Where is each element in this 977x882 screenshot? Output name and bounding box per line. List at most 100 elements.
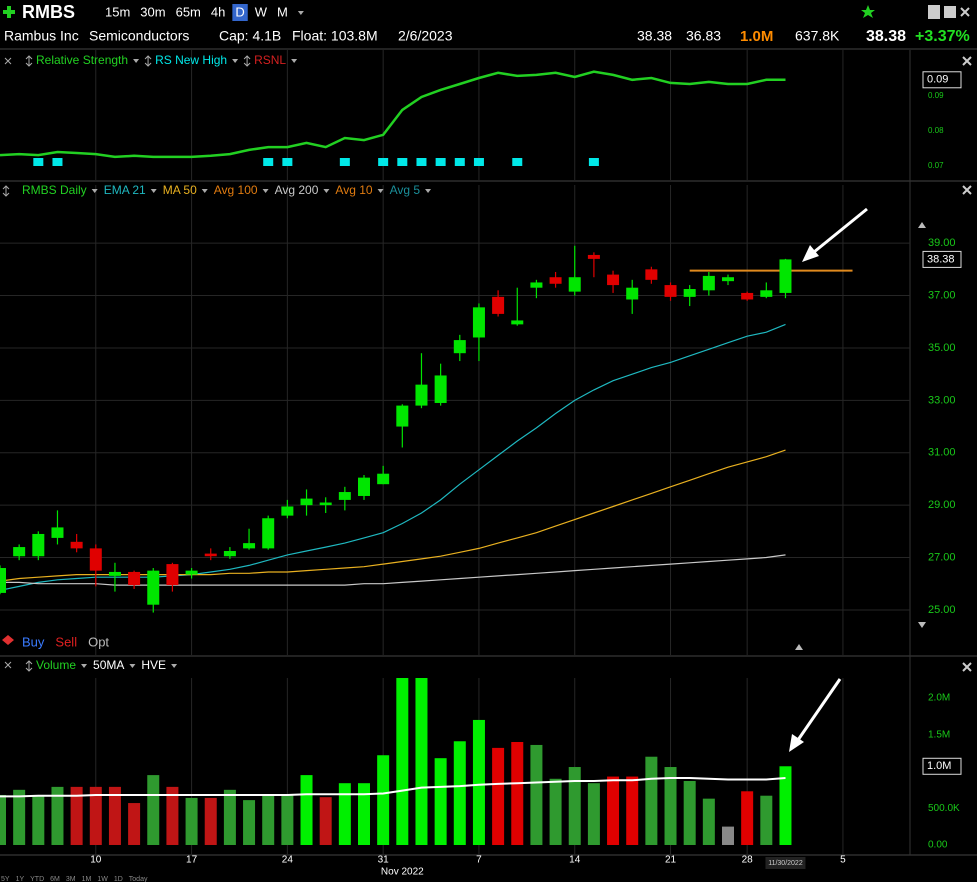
rs-new-high-marker [33, 158, 44, 166]
dropdown-icon [262, 189, 269, 193]
line [0, 449, 786, 582]
close-icon[interactable] [960, 7, 970, 17]
y-tick-label: 35.00 [928, 342, 956, 354]
y-tick-label: 2.0M [928, 693, 950, 704]
quote-high: 38.38 [637, 28, 672, 44]
rs-panel [0, 50, 844, 180]
y-tick-label: 39.00 [928, 237, 956, 249]
timeframe-button[interactable]: M [277, 4, 288, 19]
volume-bar [108, 786, 121, 845]
volume-bar [779, 766, 792, 845]
timeframe-button[interactable]: D [235, 4, 244, 19]
close-icon[interactable] [962, 662, 972, 672]
quote-last: 38.38 [866, 28, 906, 45]
dropdown-icon [297, 11, 304, 15]
icon[interactable] [928, 5, 940, 19]
icon[interactable] [944, 6, 956, 18]
range-button[interactable]: 1D [114, 876, 123, 882]
quote-name: Rambus Inc [4, 28, 79, 44]
y-tick-label: 1.5M [928, 729, 950, 740]
rs-new-high-marker [512, 158, 523, 166]
last-value-box [922, 250, 962, 268]
y-tick-label: 0.07 [928, 161, 944, 170]
range-button[interactable]: 3M [66, 876, 76, 882]
volume-bar [70, 786, 83, 845]
rs-new-high-marker [378, 158, 389, 166]
candle-body [607, 274, 620, 286]
candle-body [741, 292, 754, 300]
candle-body [185, 570, 198, 575]
rs-new-high-marker [339, 158, 350, 166]
y-tick-label: 0.00 [928, 840, 948, 851]
candle-body [587, 254, 600, 259]
volume-bar [415, 678, 428, 845]
price-panel [0, 185, 910, 655]
candle-body [243, 543, 256, 549]
volume-bar [683, 780, 696, 845]
candle-body [300, 498, 313, 506]
timeframe-button[interactable]: W [255, 4, 268, 19]
range-button[interactable]: 6M [50, 876, 60, 882]
legend-icon [25, 55, 33, 67]
dropdown-icon [150, 189, 157, 193]
legend-item: Avg 100 [214, 183, 258, 197]
legend-icon [2, 185, 10, 197]
range-button[interactable]: YTD [30, 876, 44, 882]
candle-body [147, 570, 160, 605]
candle-body [204, 553, 217, 557]
volume-bar [358, 783, 370, 845]
timeframe-button[interactable]: 65m [176, 4, 201, 19]
quote-float: Float: 103.8M [292, 28, 378, 44]
range-button[interactable]: Today [129, 876, 148, 882]
close-icon[interactable] [962, 185, 972, 195]
legend-icon [144, 55, 152, 67]
scroll-marker [795, 644, 803, 650]
range-button[interactable]: 1Y [16, 876, 25, 882]
candle-body [338, 492, 351, 500]
range-button[interactable]: 1M [82, 876, 92, 882]
rs-new-high-marker [588, 158, 599, 166]
x-tick-label: 14 [569, 855, 581, 866]
volume-bar [147, 775, 160, 845]
month-label: Nov 2022 [381, 867, 424, 878]
candle-body [664, 285, 677, 297]
legend-item: Avg 200 [275, 183, 319, 197]
rs-new-high-marker [416, 158, 427, 166]
volume-bar [492, 747, 505, 845]
trade-button[interactable]: Opt [88, 634, 109, 649]
candle-body [377, 473, 390, 485]
timeframe-button[interactable]: 30m [140, 4, 165, 19]
quote-change: +3.37% [915, 28, 970, 45]
volume-bar [377, 755, 390, 845]
legend-item: 50MA [93, 658, 124, 672]
range-button[interactable]: 5Y [1, 876, 10, 882]
timeframe-button[interactable]: 15m [105, 4, 130, 19]
y-tick-label: 500.0K [928, 803, 960, 814]
annotation-arrow [802, 207, 868, 262]
volume-bar [722, 826, 734, 845]
x-tick-label: 31 [378, 855, 390, 866]
candle-body [0, 568, 6, 593]
trade-button[interactable]: Buy [22, 634, 45, 649]
dropdown-icon [323, 189, 330, 193]
volume-bar [607, 776, 620, 845]
star-icon[interactable] [861, 5, 875, 18]
range-button[interactable]: 1W [97, 876, 108, 882]
candle-body [108, 571, 121, 576]
dropdown-icon [232, 59, 239, 63]
add-icon[interactable] [3, 6, 15, 18]
close-icon[interactable] [962, 56, 972, 66]
y-tick-label: 0.09 [928, 91, 944, 100]
trade-button[interactable]: Sell [55, 634, 77, 649]
line [0, 554, 786, 586]
volume-bar [128, 803, 141, 845]
volume-bar [185, 797, 198, 845]
volume-bar [338, 783, 351, 845]
dropdown-icon [91, 189, 98, 193]
candle-body [89, 548, 102, 571]
timeframe-button[interactable]: 4h [211, 4, 225, 19]
candle-body [13, 547, 26, 557]
legend-item: RS New High [155, 53, 227, 67]
candle-body [626, 287, 639, 300]
legend-item: MA 50 [163, 183, 197, 197]
